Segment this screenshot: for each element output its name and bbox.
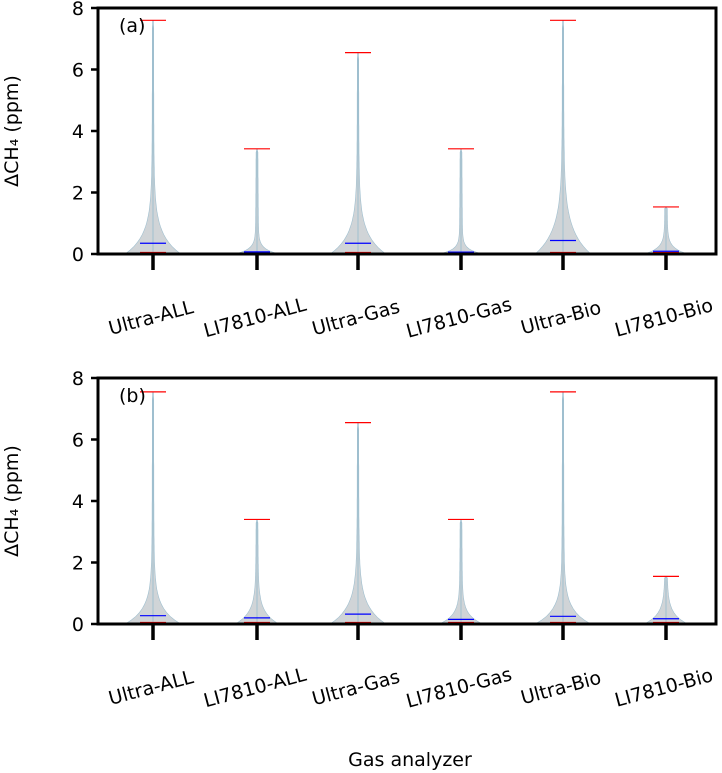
y-tick-label: 6 <box>72 430 84 452</box>
y-tick-label: 4 <box>72 121 84 143</box>
y-tick-label: 2 <box>72 183 84 205</box>
panel-label: (a) <box>119 15 145 37</box>
x-tick-label-li7810-gas: LI7810-Gas <box>404 293 514 342</box>
x-tick-label-ultra-gas: Ultra-Gas <box>310 666 403 711</box>
plot-frame <box>96 376 718 626</box>
x-tick-label-ultra-bio: Ultra-Bio <box>518 667 603 710</box>
x-tick-label-li7810-all: LI7810-ALL <box>201 294 309 343</box>
y-tick-label: 8 <box>72 0 84 20</box>
y-tick-label: 4 <box>72 491 84 513</box>
x-tick-label-ultra-bio: Ultra-Bio <box>518 297 603 340</box>
x-tick-label-li7810-all: LI7810-ALL <box>201 664 309 713</box>
x-tick-label-li7810-bio: LI7810-Bio <box>613 294 716 341</box>
x-tick-label-ultra-gas: Ultra-Gas <box>310 296 403 341</box>
y-tick-label: 2 <box>72 553 84 575</box>
y-axis-label: ΔCH₄ (ppm) <box>1 445 23 557</box>
plot-frame <box>96 6 718 256</box>
y-tick-label: 0 <box>72 614 84 636</box>
panel-label: (b) <box>119 385 146 407</box>
x-tick-label-li7810-gas: LI7810-Gas <box>404 663 514 712</box>
y-axis-label: ΔCH₄ (ppm) <box>1 75 23 187</box>
x-tick-label-ultra-all: Ultra-ALL <box>106 666 196 710</box>
y-tick-label: 6 <box>72 60 84 82</box>
x-tick-label-ultra-all: Ultra-ALL <box>106 296 196 340</box>
y-tick-label: 8 <box>72 368 84 390</box>
x-tick-label-li7810-bio: LI7810-Bio <box>613 664 716 711</box>
x-axis-label: Gas analyzer <box>348 749 472 771</box>
y-tick-label: 0 <box>72 244 84 266</box>
